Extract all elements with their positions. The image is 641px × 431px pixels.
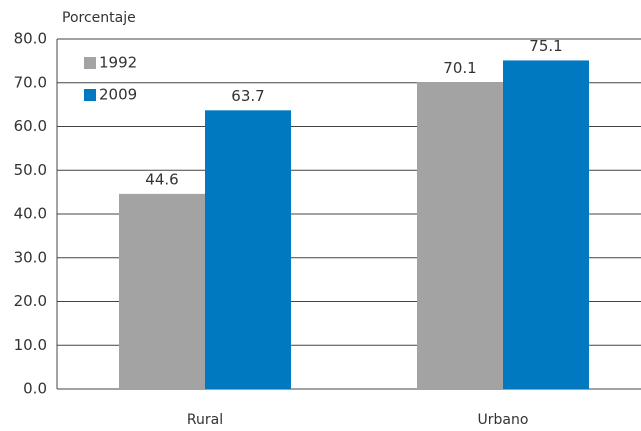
- bar: [503, 60, 589, 389]
- y-tick-label: 70.0: [14, 73, 47, 91]
- y-tick-label: 50.0: [14, 161, 47, 179]
- y-tick-label: 60.0: [14, 117, 47, 135]
- data-label: 75.1: [529, 37, 562, 55]
- y-tick-label: 30.0: [14, 248, 47, 266]
- bar: [119, 193, 205, 389]
- legend-label: 2009: [99, 86, 137, 104]
- data-label: 70.1: [443, 59, 476, 77]
- legend-swatch: [84, 89, 96, 101]
- y-tick-label: 80.0: [14, 30, 47, 48]
- bar: [205, 110, 291, 389]
- bar: [417, 82, 503, 389]
- x-tick-label: Urbano: [478, 412, 529, 428]
- y-axis-label: Porcentaje: [62, 10, 136, 26]
- y-tick-label: 10.0: [14, 336, 47, 354]
- data-label: 44.6: [145, 170, 178, 188]
- y-tick-label: 20.0: [14, 292, 47, 310]
- data-label: 63.7: [231, 87, 264, 105]
- legend-swatch: [84, 57, 96, 69]
- legend-label: 1992: [99, 54, 137, 72]
- y-tick-label: 0.0: [23, 380, 47, 398]
- y-tick-label: 40.0: [14, 205, 47, 223]
- x-tick-label: Rural: [187, 412, 223, 428]
